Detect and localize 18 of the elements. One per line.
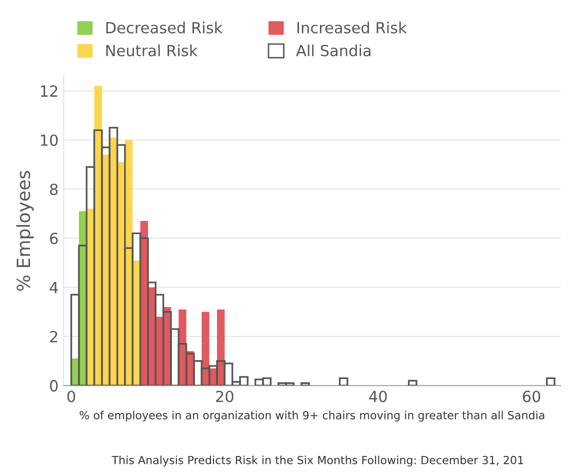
- x-tick-label: 20: [216, 390, 234, 402]
- x-tick-label: 40: [369, 390, 387, 402]
- x-tick-label: 0: [67, 390, 76, 402]
- y-tick-label: 2: [50, 330, 58, 342]
- y-tick-label: 12: [40, 85, 58, 97]
- legend-label: Neutral Risk: [106, 44, 198, 56]
- y-tick-label: 10: [40, 134, 58, 146]
- y-tick-label: 6: [50, 232, 58, 244]
- legend-label: Decreased Risk: [106, 22, 223, 34]
- y-tick-label: 8: [50, 184, 58, 196]
- y-axis-title: % Employees: [16, 170, 34, 291]
- legend-label: Increased Risk: [298, 22, 407, 34]
- x-tick-label: 60: [522, 390, 540, 402]
- y-tick-label: 4: [50, 282, 58, 294]
- x-axis-title: % of employees in an organization with 9+ chairs moving in greater than all Sandia: [80, 410, 544, 422]
- legend-label: All Sandia: [296, 44, 370, 56]
- y-tick-label: 0: [50, 380, 58, 392]
- text: This Analysis Predicts Risk in the Six Months Following: December 31, 201: [112, 456, 524, 466]
